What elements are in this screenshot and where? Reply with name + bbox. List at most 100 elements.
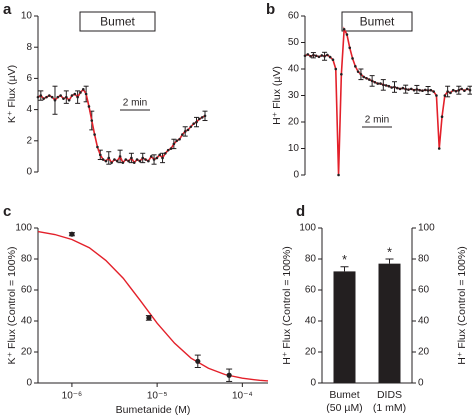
y-tick-label: 30 (288, 90, 300, 101)
bar (333, 271, 356, 383)
data-point (96, 145, 99, 149)
y-tick-label: 20 (288, 117, 300, 128)
x-tick-label: Bumet (329, 389, 359, 401)
data-point (195, 358, 201, 364)
y-tick-label: 6 (26, 73, 32, 84)
y2-tick-label: 40 (418, 316, 430, 327)
data-point (200, 116, 204, 119)
data-point (468, 88, 472, 92)
data-point (393, 85, 396, 89)
data-point (69, 231, 75, 237)
panel-label: c (3, 203, 11, 220)
annotation: Bumet (100, 15, 135, 29)
series-line (37, 87, 206, 165)
data-point (93, 133, 96, 136)
scale-bar-label: 2 min (365, 115, 389, 126)
data-point (390, 86, 393, 89)
data-point (127, 159, 130, 163)
data-point (124, 158, 128, 161)
y-tick-label: 0 (26, 378, 32, 389)
y-tick-label: 60 (305, 285, 317, 296)
data-point (183, 130, 187, 133)
data-point (84, 92, 88, 96)
data-point (107, 156, 111, 160)
data-point (356, 70, 360, 73)
data-point (384, 84, 388, 87)
data-point (138, 159, 142, 163)
data-point (178, 137, 181, 141)
data-point (359, 73, 363, 76)
data-point (98, 153, 102, 157)
data-point (53, 98, 57, 102)
significance-mark: * (387, 244, 392, 259)
data-point (370, 79, 374, 83)
data-point (135, 158, 139, 161)
data-point (407, 88, 410, 91)
data-point (132, 161, 136, 164)
fit-line (37, 230, 269, 382)
data-point (429, 88, 433, 92)
data-point (149, 155, 153, 158)
scale-bar-label: 2 min (123, 98, 147, 109)
data-point (87, 105, 91, 108)
data-point (175, 139, 178, 143)
data-point (412, 88, 416, 92)
data-point (65, 95, 68, 99)
data-point (309, 54, 312, 58)
data-point (312, 53, 315, 57)
y2-tick-label: 100 (418, 223, 435, 234)
data-point (62, 97, 65, 100)
data-point (192, 122, 195, 125)
y-axis-label: K⁺ Flux (µV) (6, 65, 18, 123)
data-point (398, 87, 402, 91)
data-point (166, 148, 170, 152)
data-point (110, 161, 113, 164)
y2-tick-label: 80 (418, 254, 430, 265)
data-point (141, 156, 145, 160)
data-point (155, 156, 159, 160)
data-point (373, 80, 377, 84)
panel-label: a (3, 1, 12, 18)
data-point (147, 159, 150, 163)
y-tick-label: 2 (26, 135, 32, 146)
data-point (56, 95, 60, 99)
data-point (368, 78, 371, 81)
data-point (351, 57, 354, 60)
data-point (337, 173, 340, 177)
data-point (306, 53, 310, 56)
y-tick-label: 10 (288, 143, 300, 154)
data-point (328, 55, 332, 59)
data-point (203, 114, 207, 118)
data-point (449, 91, 452, 95)
y-tick-label: 0 (26, 167, 32, 178)
data-point (101, 158, 105, 161)
data-point (79, 91, 82, 94)
data-point (376, 82, 380, 85)
x-tick-sublabel: (50 µM) (326, 402, 362, 414)
data-point (362, 75, 366, 79)
data-point (426, 89, 430, 92)
data-point (379, 82, 382, 85)
y2-tick-label: 0 (418, 378, 424, 389)
y-tick-label: 60 (21, 285, 33, 296)
y-tick-label: 40 (305, 316, 317, 327)
data-point (354, 65, 357, 68)
data-point (342, 27, 346, 31)
x-tick-label: 10⁻⁴ (232, 391, 253, 402)
data-point (195, 120, 198, 124)
data-point (345, 33, 349, 36)
data-point (460, 87, 463, 91)
series-line (304, 26, 471, 176)
data-point (121, 161, 125, 164)
data-point (158, 153, 162, 157)
data-point (421, 89, 424, 93)
data-point (437, 147, 441, 150)
y-tick-label: 40 (21, 316, 33, 327)
data-point (39, 94, 43, 97)
data-point (440, 115, 444, 118)
significance-mark: * (342, 252, 347, 267)
y-tick-label: 100 (15, 223, 32, 234)
data-point (186, 128, 190, 132)
data-point (76, 95, 79, 99)
data-point (334, 67, 338, 71)
